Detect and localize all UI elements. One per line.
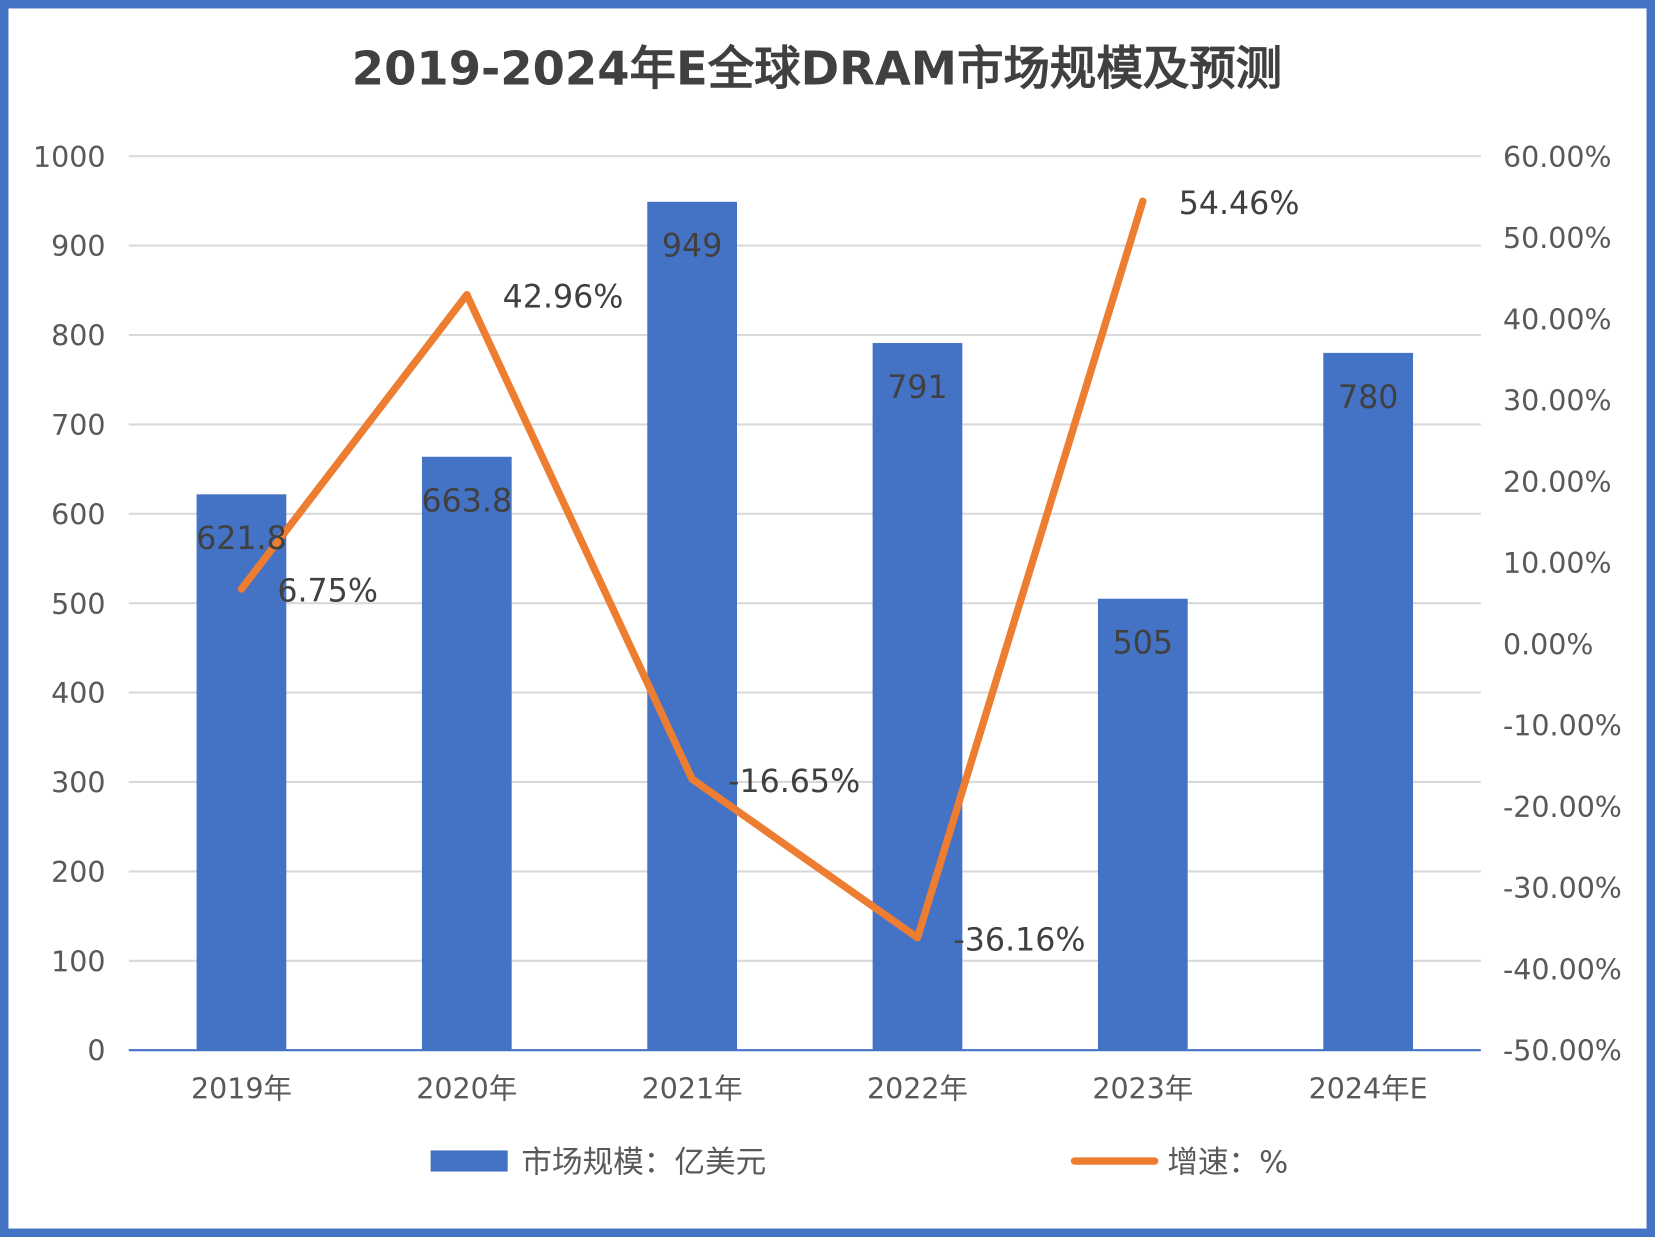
right-tick-label: 60.00% — [1503, 141, 1612, 174]
left-tick-label: 700 — [51, 409, 105, 442]
left-tick-label: 500 — [51, 588, 105, 621]
right-tick-label: 20.00% — [1503, 466, 1612, 499]
line-point — [1141, 200, 1144, 203]
bar — [421, 456, 512, 1051]
left-tick-label: 100 — [51, 945, 105, 978]
line-data-label: 42.96% — [503, 279, 624, 315]
line-point — [916, 936, 919, 939]
bar-data-label: 663.8 — [421, 484, 512, 520]
x-tick-label: 2021年 — [642, 1073, 743, 1106]
right-tick-label: -40.00% — [1503, 953, 1622, 986]
left-tick-label: 600 — [51, 498, 105, 531]
bar — [647, 201, 737, 1051]
left-tick-label: 0 — [87, 1035, 105, 1068]
left-tick-label: 800 — [51, 320, 105, 353]
bar-data-label: 791 — [887, 370, 947, 406]
right-tick-label: 40.00% — [1503, 303, 1612, 336]
right-tick-label: 0.00% — [1503, 628, 1594, 661]
left-tick-label: 900 — [51, 230, 105, 263]
line-data-label: -36.16% — [953, 922, 1085, 958]
right-tick-label: -50.00% — [1503, 1035, 1622, 1068]
bar-data-label: 621.8 — [196, 521, 287, 557]
line-point — [465, 293, 468, 296]
bar-data-label: 505 — [1113, 626, 1173, 662]
bar-data-label: 780 — [1338, 380, 1398, 416]
chart-title: 2019-2024年E全球DRAM市场规模及预测 — [352, 41, 1282, 95]
right-tick-label: 50.00% — [1503, 222, 1612, 255]
x-tick-label: 2023年 — [1092, 1073, 1193, 1106]
x-tick-label: 2019年 — [191, 1073, 292, 1106]
right-tick-label: -10.00% — [1503, 710, 1622, 743]
line-data-label: 54.46% — [1179, 186, 1300, 222]
x-tick-label: 2020年 — [416, 1073, 517, 1106]
bar — [1323, 352, 1414, 1051]
right-tick-label: 30.00% — [1503, 385, 1612, 418]
legend-line-label: 增速：% — [1167, 1146, 1288, 1181]
bar-data-label: 949 — [662, 229, 722, 265]
line-data-label: -16.65% — [728, 764, 860, 800]
right-tick-label: -20.00% — [1503, 791, 1622, 824]
bar — [1097, 598, 1188, 1051]
legend: 市场规模：亿美元 增速：% — [430, 1146, 1288, 1181]
bar — [196, 494, 287, 1051]
x-tick-label: 2022年 — [867, 1073, 968, 1106]
line-point — [691, 778, 694, 781]
bar — [872, 343, 963, 1051]
left-tick-label: 200 — [51, 856, 105, 889]
left-tick-label: 1000 — [33, 141, 106, 174]
left-tick-label: 300 — [51, 767, 105, 800]
legend-bar-swatch — [430, 1150, 508, 1172]
left-tick-label: 400 — [51, 677, 105, 710]
x-tick-label: 2024年E — [1309, 1073, 1428, 1106]
right-tick-label: 10.00% — [1503, 547, 1612, 580]
line-point — [240, 587, 243, 591]
line-data-label: 6.75% — [277, 574, 378, 610]
right-tick-label: -30.00% — [1503, 872, 1622, 905]
legend-bar-label: 市场规模：亿美元 — [521, 1146, 766, 1181]
